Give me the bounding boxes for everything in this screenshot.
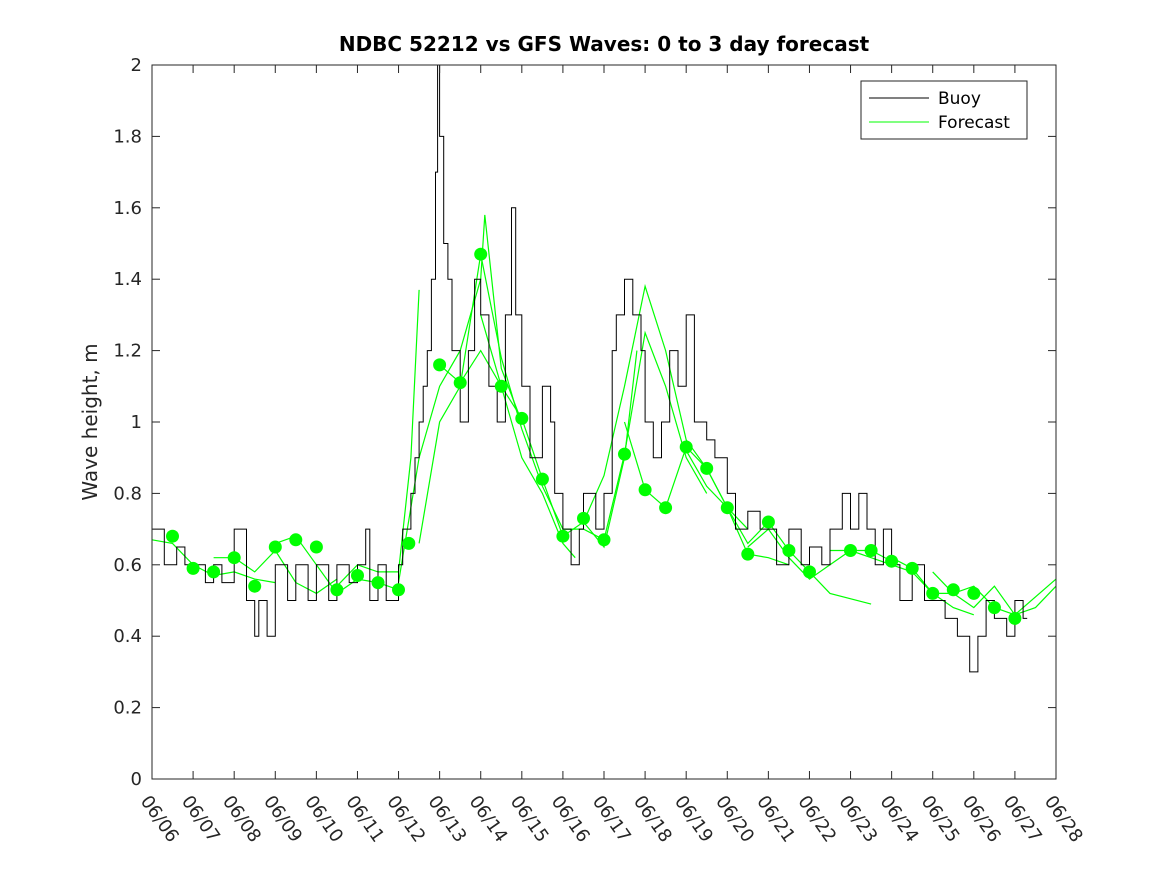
legend-label-forecast: Forecast [938, 113, 1010, 133]
forecast-marker [248, 579, 262, 593]
chart-title: NDBC 52212 vs GFS Waves: 0 to 3 day fore… [339, 32, 870, 56]
forecast-marker [227, 551, 241, 565]
forecast-marker [309, 540, 323, 554]
forecast-marker [864, 544, 878, 557]
forecast-marker [782, 544, 796, 557]
buoy-step-line [152, 64, 1028, 673]
forecast-run-line [336, 289, 420, 587]
forecast-marker [679, 440, 693, 454]
forecast-marker [556, 529, 570, 543]
forecast-marker [289, 533, 303, 547]
forecast-marker [515, 411, 529, 425]
plot-area [152, 65, 1056, 779]
forecast-marker [433, 358, 447, 372]
forecast-marker [700, 461, 714, 475]
buoy-line [152, 64, 1028, 673]
forecast-markers [166, 247, 1022, 625]
legend-label-buoy: Buoy [938, 89, 981, 109]
y-axis-label: Wave height, m [78, 343, 102, 500]
legend-box [860, 80, 1028, 140]
legend: Buoy Forecast [860, 80, 1028, 140]
forecast-marker [741, 547, 755, 561]
y-axis: 0 0.2 0.4 0.6 0.8 1 1.2 1.4 1.6 1.8 2 [113, 55, 1056, 790]
forecast-marker [720, 501, 734, 515]
forecast-marker [946, 583, 960, 597]
forecast-marker [803, 565, 816, 579]
forecast-marker [618, 447, 631, 461]
forecast-marker [474, 247, 488, 261]
forecast-marker [1008, 611, 1022, 625]
y-tick-label: 0.8 [113, 483, 142, 504]
y-tick-label: 1.2 [113, 341, 142, 362]
forecast-marker [186, 561, 200, 575]
forecast-marker [494, 379, 508, 393]
forecast-marker [392, 583, 405, 597]
forecast-marker [905, 561, 919, 575]
forecast-marker [535, 472, 549, 486]
forecast-marker [577, 511, 590, 525]
forecast-marker [371, 576, 385, 590]
forecast-marker [659, 501, 673, 515]
forecast-marker [597, 533, 611, 547]
forecast-marker [351, 569, 364, 582]
forecast-marker [638, 483, 652, 497]
forecast-marker [207, 565, 221, 579]
y-tick-label: 0.2 [113, 698, 142, 719]
forecast-marker [330, 583, 344, 597]
y-tick-label: 1.4 [113, 269, 142, 290]
forecast-marker [453, 376, 467, 390]
forecast-marker [761, 515, 775, 529]
forecast-marker [268, 540, 282, 554]
y-tick-label: 2 [131, 55, 142, 76]
y-tick-label: 0.4 [113, 626, 142, 647]
y-tick-label: 1.6 [113, 198, 142, 219]
y-tick-label: 1.8 [113, 126, 142, 147]
forecast-marker [926, 586, 940, 600]
y-tick-label: 0.6 [113, 555, 142, 576]
forecast-marker [967, 586, 981, 600]
forecast-marker [885, 554, 899, 568]
y-tick-label: 0 [131, 769, 142, 790]
forecast-marker [987, 601, 1001, 615]
forecast-marker [402, 536, 416, 550]
forecast-marker [844, 544, 857, 557]
y-tick-label: 1 [131, 412, 142, 433]
forecast-marker [166, 529, 179, 543]
